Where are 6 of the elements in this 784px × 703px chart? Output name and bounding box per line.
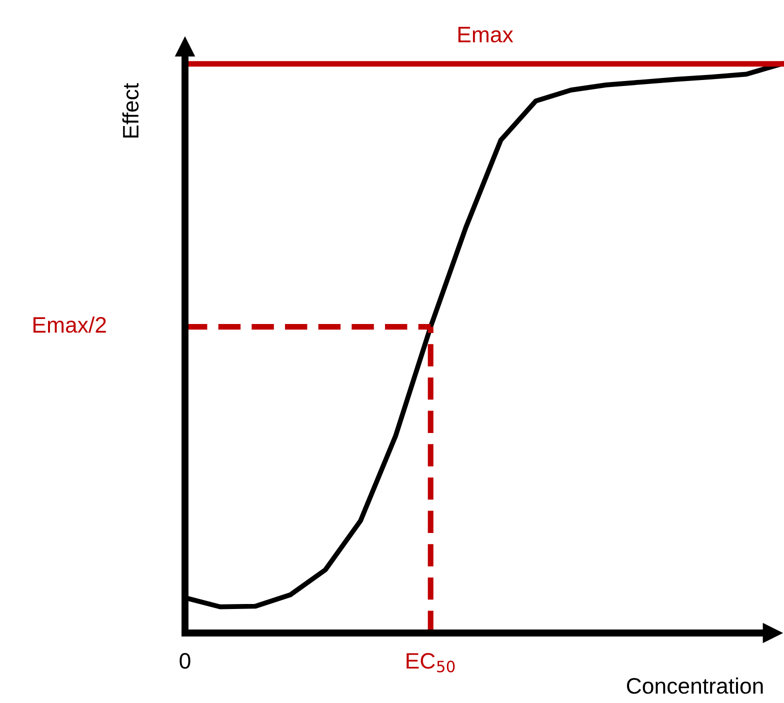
ref-line-label: Emax xyxy=(458,26,514,42)
x-tick-label: 0 xyxy=(180,653,190,669)
x-axis-title: Concentration xyxy=(626,677,763,694)
y-axis-title: Effect xyxy=(122,83,139,138)
x-tick-label: EC$_{50}$ xyxy=(406,652,455,672)
ref-line-label: Emax/2 xyxy=(33,316,106,333)
